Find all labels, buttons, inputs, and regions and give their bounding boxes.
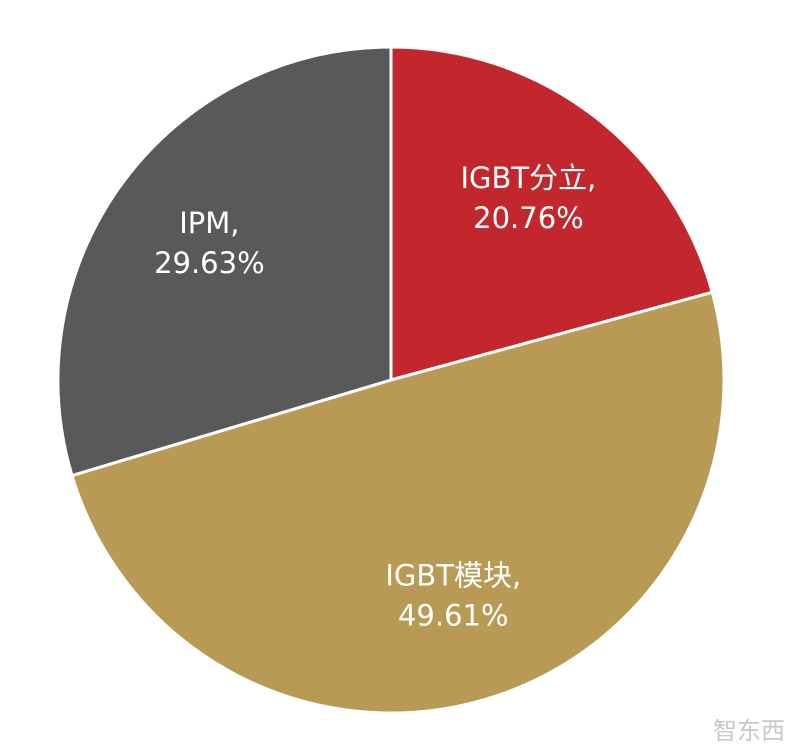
slice-label: IPM, bbox=[179, 206, 239, 240]
slice-label: IGBT分立, bbox=[461, 161, 597, 195]
watermark: 智东西 bbox=[713, 717, 785, 745]
pie-slice bbox=[56, 45, 393, 478]
pie-slice bbox=[70, 290, 726, 715]
slice-label: IGBT模块, bbox=[385, 559, 521, 593]
slice-value-label: 20.76% bbox=[473, 201, 584, 235]
pie-slice bbox=[389, 45, 715, 382]
slice-value-label: 29.63% bbox=[154, 246, 265, 280]
slice-value-label: 49.61% bbox=[398, 599, 509, 633]
